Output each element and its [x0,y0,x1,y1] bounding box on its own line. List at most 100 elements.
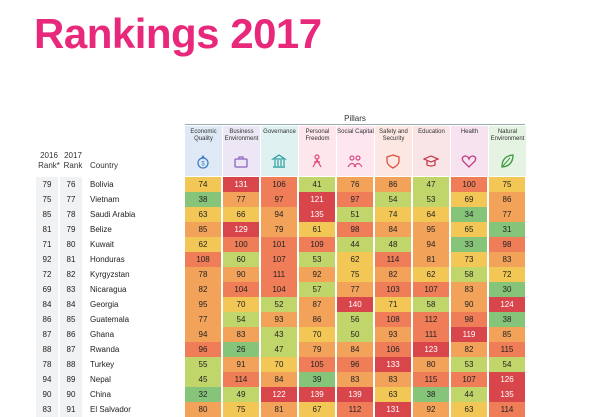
score-cell: 62 [413,267,449,282]
score-cell: 111 [413,327,449,342]
rank-2016-cell: 81 [36,222,58,237]
rank-2017-cell: 91 [60,402,82,417]
score-cell: 123 [413,342,449,357]
rank-2016-cell: 88 [36,342,58,357]
pillar-header: Business Environment [223,126,260,176]
score-cell: 98 [451,312,487,327]
country-cell: Ghana [90,330,115,339]
pillar-label: Economic [190,129,217,135]
rank-2016-header: 2016 Rank* [38,151,60,171]
rank-2017-cell: 82 [60,267,82,282]
rank-2016-cell: 79 [36,177,58,192]
score-cell: 74 [375,207,411,222]
score-cell: 109 [299,237,335,252]
score-cell: 81 [261,402,297,417]
score-cell: 98 [489,237,525,252]
table-row: 84 84 Georgia 95 70 52 87 140 71 58 90 124 [36,297,525,312]
table-row: 94 89 Nepal 45 114 84 39 83 83 115 107 126 [36,372,525,387]
score-cell: 75 [223,402,259,417]
pillar-label: Natural [497,129,518,135]
country-cell: Honduras [90,255,125,264]
score-cell: 114 [375,252,411,267]
score-cell: 114 [223,372,259,387]
pillar-label: Security [382,136,405,142]
score-cell: 48 [375,237,411,252]
table-row: 83 91 El Salvador 80 75 81 67 112 131 92 63 114 [36,402,525,417]
score-cell: 83 [337,372,373,387]
table-row: 92 81 Honduras 108 60 107 53 62 114 81 73 83 [36,252,525,267]
rank-2017-cell: 79 [60,222,82,237]
score-cell: 90 [223,267,259,282]
score-cell: 82 [375,267,411,282]
score-cell: 122 [261,387,297,402]
score-cell: 77 [489,207,525,222]
score-cell: 101 [261,237,297,252]
table-row: 75 77 Vietnam 38 77 97 121 97 54 53 69 86 [36,192,525,207]
country-cell: Bolivia [90,180,114,189]
country-cell: Kyrgyzstan [90,270,130,279]
score-cell: 95 [185,297,221,312]
table-row: 78 88 Turkey 55 91 70 105 96 133 80 53 54 [36,357,525,372]
score-cell: 133 [375,357,411,372]
score-cell: 129 [223,222,259,237]
score-cell: 93 [261,312,297,327]
score-cell: 114 [489,402,525,417]
score-cell: 81 [413,252,449,267]
score-cell: 56 [337,312,373,327]
score-cell: 106 [375,342,411,357]
pillar-header: Economic Quality $ [185,126,222,176]
rank-2016-cell: 94 [36,372,58,387]
score-cell: 140 [337,297,373,312]
country-cell: Kuwait [90,240,115,249]
score-cell: 26 [223,342,259,357]
table-row: 81 79 Belize 85 129 79 61 98 84 95 65 31 [36,222,525,237]
table-row: 72 82 Kyrgyzstan 78 90 111 92 75 82 62 58 72 [36,267,525,282]
pillar-header: Education [413,126,450,176]
pillar-label: Freedom [305,136,330,142]
score-cell: 74 [185,177,221,192]
country-cell: Saudi Arabia [90,210,136,219]
score-cell: 45 [185,372,221,387]
score-cell: 104 [223,282,259,297]
score-cell: 86 [299,312,335,327]
score-cell: 31 [489,222,525,237]
score-cell: 105 [299,357,335,372]
score-cell: 63 [375,387,411,402]
rank-2017-cell: 76 [60,177,82,192]
score-cell: 82 [185,282,221,297]
rank-2017-cell: 84 [60,297,82,312]
score-cell: 67 [299,402,335,417]
score-cell: 58 [451,267,487,282]
score-cell: 96 [185,342,221,357]
svg-text:$: $ [201,162,205,168]
score-cell: 98 [337,222,373,237]
score-cell: 54 [489,357,525,372]
score-cell: 52 [261,297,297,312]
score-cell: 49 [223,387,259,402]
table-row: 79 76 Bolivia 74 131 106 41 76 86 47 100 75 [36,177,525,192]
score-cell: 65 [451,222,487,237]
country-cell: Nicaragua [90,285,127,294]
score-cell: 43 [261,327,297,342]
country-cell: Nepal [90,375,111,384]
table-row: 69 83 Nicaragua 82 104 104 57 77 103 107 83 30 [36,282,525,297]
score-cell: 83 [451,282,487,297]
score-cell: 69 [451,192,487,207]
score-cell: 85 [185,222,221,237]
score-cell: 91 [223,357,259,372]
pillars-divider [185,124,525,125]
table-row: 71 80 Kuwait 62 100 101 109 44 48 94 33 98 [36,237,525,252]
pillar-label: Business [229,129,254,135]
score-cell: 92 [299,267,335,282]
score-cell: 77 [223,192,259,207]
country-cell: Turkey [90,360,115,369]
table-row: 86 85 Guatemala 77 54 93 86 56 108 112 98 38 [36,312,525,327]
score-cell: 97 [337,192,373,207]
score-cell: 112 [337,402,373,417]
rank-2016-cell: 90 [36,387,58,402]
pillar-label: Safety and [379,129,408,135]
score-cell: 135 [489,387,525,402]
score-cell: 33 [451,237,487,252]
table-row: 90 90 China 32 49 122 139 139 63 38 44 135 [36,387,525,402]
score-cell: 131 [375,402,411,417]
